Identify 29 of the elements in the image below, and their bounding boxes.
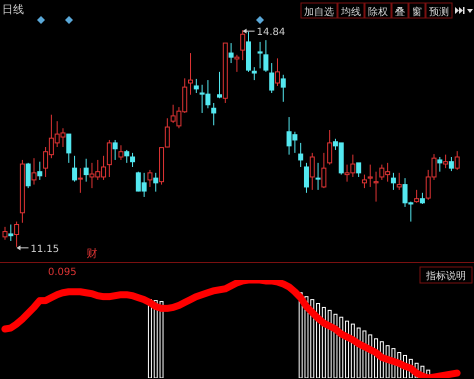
candlestick <box>188 52 194 96</box>
candlestick <box>298 142 304 168</box>
annotation: 指标说明 <box>425 270 466 282</box>
candlestick <box>211 102 216 126</box>
text: 财 <box>86 247 98 260</box>
candlestick <box>374 171 379 202</box>
text: 叠 <box>395 7 405 18</box>
text: 0.095 <box>48 267 77 278</box>
candlestick <box>8 224 14 242</box>
bar <box>304 296 308 378</box>
annotation: 11.15 <box>30 244 60 255</box>
annotation: 14.84 <box>256 27 286 38</box>
bar <box>160 301 164 378</box>
candlestick <box>258 41 263 69</box>
text: 加自选 <box>304 6 334 18</box>
text: 除权 <box>368 6 388 18</box>
candlestick <box>316 162 321 190</box>
candlestick <box>368 164 373 188</box>
candlestick <box>228 42 234 64</box>
candlestick <box>252 66 257 81</box>
text: 均线 <box>340 6 361 18</box>
candlestick <box>84 158 89 182</box>
bar <box>298 292 303 378</box>
text: 预测 <box>429 6 449 18</box>
candlestick <box>240 30 246 61</box>
candlestick <box>78 168 83 194</box>
chart-title: 日线 <box>2 3 24 16</box>
bar <box>333 314 338 378</box>
text: 窗 <box>412 6 422 18</box>
